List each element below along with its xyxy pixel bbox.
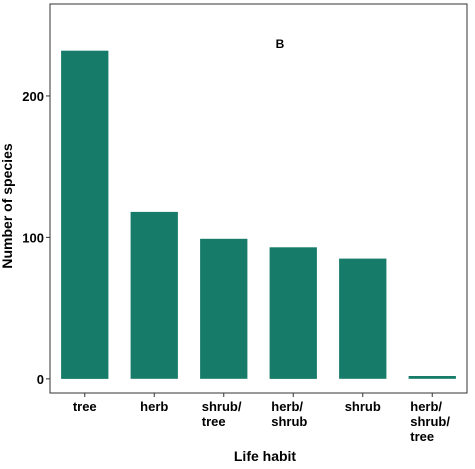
bar-2 bbox=[200, 238, 248, 379]
plot-frame bbox=[49, 3, 468, 394]
x-tick-label-line: tree bbox=[202, 414, 226, 429]
y-tick-label-1: 100 bbox=[22, 230, 44, 245]
bar-1 bbox=[130, 211, 178, 379]
y-tick-label-2: 200 bbox=[22, 89, 44, 104]
x-tick-label-line: herb bbox=[140, 399, 168, 414]
x-tick-label-line: tree bbox=[410, 429, 434, 444]
x-tick-label-line: shrub bbox=[345, 399, 381, 414]
y-tick-label-0: 0 bbox=[37, 372, 44, 387]
x-tick-label-2: shrub/tree bbox=[202, 399, 242, 429]
x-axis-title: Life habit bbox=[234, 448, 297, 464]
bars bbox=[61, 50, 456, 379]
x-tick-label-5: herb/shrub/tree bbox=[410, 399, 450, 444]
bar-4 bbox=[339, 258, 387, 379]
x-tick-label-3: herb/shrub bbox=[271, 399, 307, 429]
bar-5 bbox=[408, 376, 456, 379]
x-tick-label-line: shrub bbox=[271, 414, 307, 429]
y-axis-title: Number of species bbox=[0, 143, 15, 268]
x-tick-label-0: tree bbox=[73, 399, 97, 414]
x-tick-label-1: herb bbox=[140, 399, 168, 414]
x-tick-label-line: shrub/ bbox=[202, 399, 242, 414]
bar-3 bbox=[269, 247, 317, 379]
x-tick-label-line: herb/ bbox=[410, 399, 442, 414]
x-tick-label-line: herb/ bbox=[271, 399, 303, 414]
x-tick-label-4: shrub bbox=[345, 399, 381, 414]
bar-0 bbox=[61, 50, 109, 379]
x-tick-label-line: shrub/ bbox=[410, 414, 450, 429]
x-tick-label-line: tree bbox=[73, 399, 97, 414]
y-axis-ticks: 0 100 200 bbox=[22, 89, 50, 387]
panel-label: B bbox=[276, 37, 285, 51]
